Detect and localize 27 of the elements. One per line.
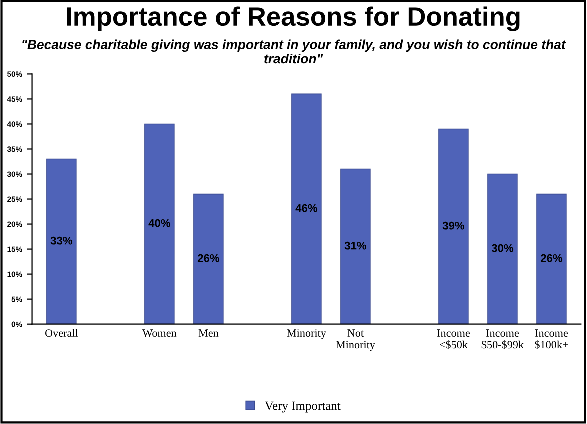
data-label: 46% bbox=[296, 204, 318, 212]
bar bbox=[46, 158, 77, 324]
chart-subtitle: "Because charitable giving was important in your family, and you wish to continue that tradition" bbox=[22, 40, 566, 64]
bar bbox=[340, 168, 371, 324]
data-label: 26% bbox=[198, 254, 220, 262]
bar bbox=[438, 128, 469, 324]
x-tick-label: Minority bbox=[287, 330, 326, 340]
x-tick-label: Income $50-$99k bbox=[482, 330, 524, 350]
x-tick-label: Men bbox=[198, 330, 219, 338]
x-tick-label: Income <$50k bbox=[437, 330, 470, 350]
chart-title: Importance of Reasons for Donating bbox=[67, 6, 520, 32]
data-label: 40% bbox=[148, 219, 171, 228]
data-label: 39% bbox=[442, 222, 465, 230]
x-tick-label: Women bbox=[142, 330, 177, 338]
data-label: 31% bbox=[344, 242, 367, 250]
x-tick-label: Income $100k+ bbox=[535, 330, 568, 350]
bar bbox=[292, 94, 322, 324]
bar bbox=[194, 194, 224, 324]
bar bbox=[488, 174, 518, 324]
x-tick-label: Overall bbox=[45, 329, 78, 338]
data-label: 26% bbox=[540, 254, 563, 262]
bar bbox=[536, 194, 567, 324]
x-tick-label: Not Minority bbox=[336, 330, 376, 351]
data-label: 30% bbox=[492, 244, 514, 252]
bar bbox=[144, 124, 175, 324]
legend-label: Very Important bbox=[265, 402, 341, 413]
data-label: 33% bbox=[50, 236, 73, 245]
